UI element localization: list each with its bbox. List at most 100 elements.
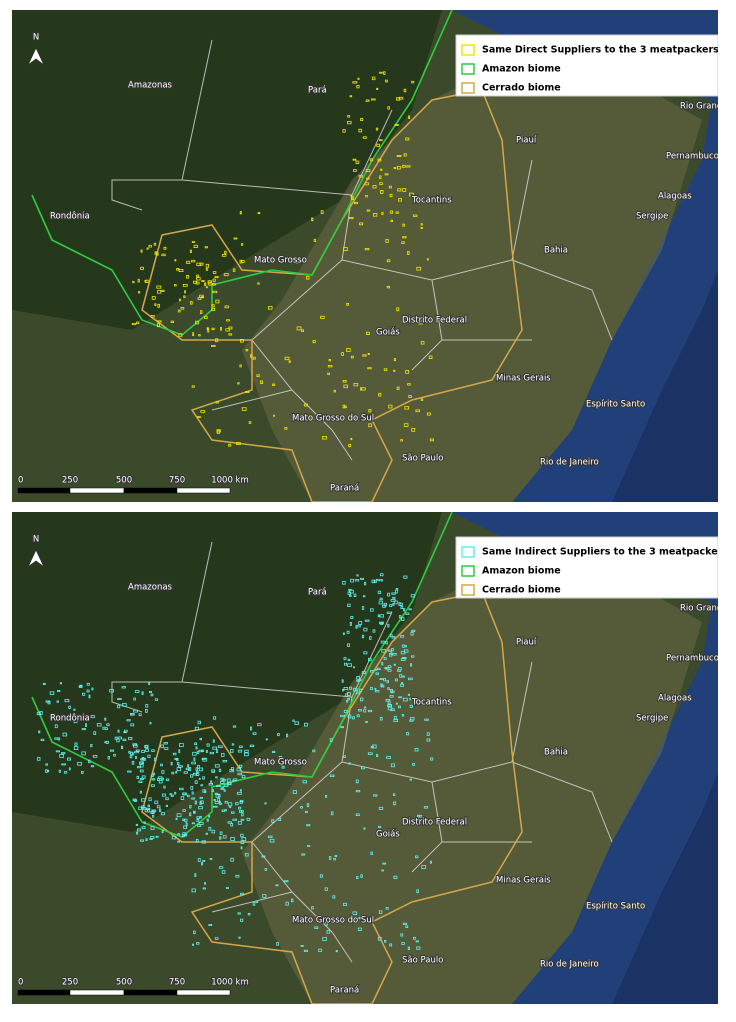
supplier-area (369, 608, 374, 612)
supplier-area (363, 651, 368, 655)
supplier-area (220, 781, 225, 784)
supplier-area (203, 882, 206, 885)
supplier-area (239, 338, 244, 343)
supplier-area (200, 784, 203, 787)
supplier-area (161, 770, 165, 774)
supplier-area (214, 792, 219, 795)
scale-label: 500 (116, 978, 132, 988)
supplier-area (239, 211, 242, 215)
supplier-area (193, 810, 196, 814)
supplier-area (59, 754, 65, 758)
supplier-area (182, 792, 186, 796)
supplier-area (365, 99, 370, 102)
supplier-area (371, 579, 375, 584)
supplier-area (193, 244, 198, 248)
supplier-area (407, 383, 411, 386)
supplier-area (342, 688, 345, 692)
supplier-area (198, 805, 203, 810)
supplier-area (358, 621, 363, 625)
supplier-area (340, 726, 344, 729)
supplier-area (426, 412, 431, 416)
supplier-area (347, 591, 352, 595)
supplier-area (346, 348, 351, 352)
place-label: Minas Gerais (496, 374, 551, 384)
supplier-area (383, 71, 386, 75)
supplier-area (173, 284, 177, 287)
forest (12, 512, 442, 832)
supplier-area (247, 912, 251, 916)
supplier-area (401, 241, 405, 244)
supplier-area (237, 912, 241, 915)
supplier-area (305, 916, 308, 919)
scale-label: 250 (62, 978, 78, 988)
supplier-area (195, 838, 199, 843)
supplier-area (248, 421, 252, 424)
supplier-area (132, 798, 137, 801)
supplier-area (174, 757, 179, 760)
supplier-area (356, 714, 360, 718)
supplier-area (404, 406, 409, 410)
supplier-area (409, 719, 414, 722)
supplier-area (408, 677, 413, 681)
supplier-area (201, 279, 205, 282)
supplier-area (86, 689, 90, 693)
supplier-area (381, 648, 386, 653)
supplier-area (189, 805, 192, 809)
supplier-area (391, 690, 395, 694)
supplier-area (402, 656, 407, 660)
supplier-area (236, 442, 241, 445)
supplier-area (179, 743, 184, 748)
supplier-area (190, 774, 194, 778)
supplier-area (356, 574, 359, 577)
supplier-area (231, 743, 235, 746)
supplier-area (363, 827, 366, 830)
supplier-area (239, 800, 243, 804)
supplier-area (199, 796, 203, 799)
supplier-area (365, 331, 370, 336)
supplier-area (206, 743, 210, 747)
supplier-area (186, 260, 191, 264)
supplier-area (62, 732, 67, 737)
supplier-area (194, 742, 198, 746)
supplier-area (294, 721, 299, 725)
supplier-area (357, 77, 360, 80)
north-arrow (27, 549, 45, 568)
supplier-area (388, 404, 393, 409)
supplier-area (197, 416, 201, 419)
supplier-area (357, 927, 362, 931)
supplier-area (145, 838, 148, 842)
supplier-area (389, 633, 393, 638)
supplier-area (387, 700, 391, 705)
supplier-area (301, 853, 306, 856)
supplier-area (354, 416, 358, 420)
supplier-area (174, 791, 177, 795)
legend-label: Cerrado biome (482, 83, 561, 94)
supplier-area (218, 866, 224, 869)
supplier-area (249, 744, 255, 748)
supplier-area (420, 341, 425, 345)
supplier-area (205, 286, 208, 289)
supplier-area (389, 210, 393, 214)
supplier-area (169, 793, 173, 796)
supplier-area (363, 627, 368, 632)
supplier-area (357, 709, 362, 712)
supplier-area (342, 379, 347, 383)
supplier-area (264, 868, 268, 871)
supplier-area (73, 746, 79, 751)
supplier-area (150, 826, 155, 830)
supplier-area (358, 175, 363, 178)
supplier-area (195, 772, 200, 777)
supplier-area (411, 80, 415, 84)
supplier-area (264, 802, 267, 805)
place-label: Rio de Janeiro (540, 458, 599, 468)
supplier-area (218, 768, 222, 772)
supplier-area (139, 777, 145, 780)
supplier-area (196, 750, 200, 754)
supplier-area (216, 430, 221, 434)
supplier-area (216, 785, 221, 788)
supplier-area (319, 874, 323, 878)
supplier-area (116, 738, 120, 743)
supplier-area (224, 809, 227, 812)
supplier-area (151, 778, 156, 781)
supplier-area (217, 793, 221, 797)
